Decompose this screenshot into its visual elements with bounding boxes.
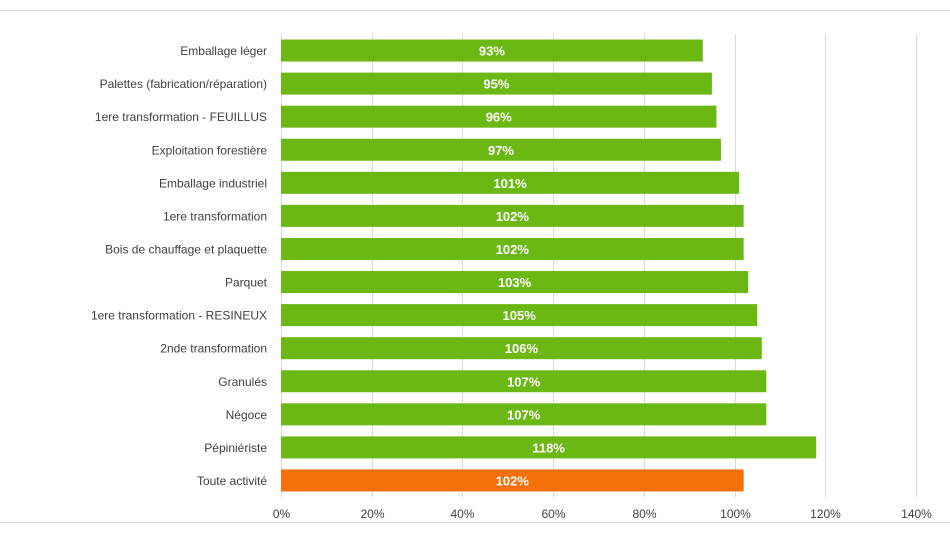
category-labels: Emballage léger Palettes (fabrication/rép…: [91, 44, 268, 488]
data-label: 103%: [498, 275, 532, 290]
category-label: 1ere transformation: [163, 209, 267, 223]
gridlines: [281, 34, 917, 497]
bar: [281, 271, 749, 294]
x-tick-label: 60%: [541, 507, 565, 521]
data-label: 102%: [496, 242, 530, 257]
data-label: 105%: [503, 308, 537, 323]
category-label: 1ere transformation - FEUILLUS: [95, 110, 267, 124]
bar: [281, 403, 767, 426]
category-label: Emballage industriel: [159, 176, 267, 190]
data-label: 118%: [532, 440, 565, 455]
x-tick-label: 20%: [360, 507, 384, 521]
data-labels: 93% 95% 96% 97% 101% 102% 102% 103% 105% 106% 107%…: [479, 44, 565, 489]
category-label: Parquet: [225, 276, 268, 290]
category-label: Toute activité: [197, 474, 267, 488]
bars: [281, 39, 817, 492]
data-label: 107%: [507, 374, 541, 389]
bar: [281, 39, 703, 62]
bar: [281, 138, 721, 161]
category-label: Négoce: [226, 408, 268, 422]
bar: [281, 72, 712, 95]
category-label: Exploitation forestière: [152, 143, 268, 157]
category-label: Granulés: [218, 375, 267, 389]
category-label: Pépiniériste: [204, 441, 267, 455]
data-label: 93%: [479, 44, 505, 59]
bar: [281, 171, 740, 194]
bar: [281, 337, 762, 360]
x-tick-labels: 0% 20% 40% 60% 80% 100% 120% 140%: [273, 507, 932, 521]
category-label: Bois de chauffage et plaquette: [105, 242, 267, 256]
data-label: 102%: [496, 209, 530, 224]
x-tick-label: 100%: [720, 507, 751, 521]
bar: [281, 370, 767, 393]
data-label: 102%: [496, 473, 530, 488]
bar: [281, 105, 717, 128]
category-label: Emballage léger: [180, 44, 267, 58]
bar: [281, 469, 744, 492]
bar: [281, 304, 758, 327]
data-label: 96%: [486, 110, 512, 125]
category-label: 1ere transformation - RESINEUX: [91, 309, 267, 323]
x-tick-label: 0%: [273, 507, 291, 521]
x-tick-label: 120%: [810, 507, 841, 521]
category-label: 2nde transformation: [160, 342, 267, 356]
bar: [281, 204, 744, 227]
data-label: 106%: [505, 341, 539, 356]
data-label: 107%: [507, 407, 541, 422]
data-label: 95%: [483, 77, 509, 92]
x-tick-label: 80%: [632, 507, 656, 521]
data-label: 97%: [488, 143, 514, 158]
x-tick-label: 40%: [450, 507, 474, 521]
bar: [281, 237, 744, 260]
x-tick-label: 140%: [901, 507, 932, 521]
bar: [281, 436, 817, 459]
category-label: Palettes (fabrication/réparation): [100, 77, 267, 91]
data-label: 101%: [493, 176, 527, 191]
